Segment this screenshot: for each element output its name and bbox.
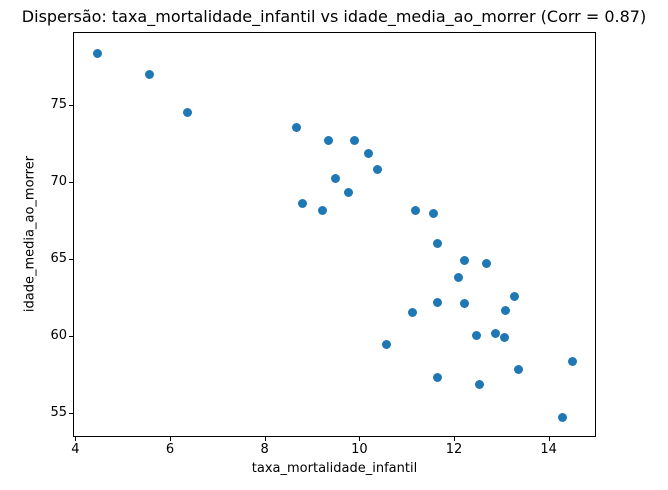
data-point [460,298,470,308]
x-tick-label: 14 [540,442,557,457]
x-axis-label: taxa_mortalidade_infantil [251,461,418,476]
x-tick-mark [75,437,77,441]
data-point [428,209,438,219]
chart-title: Dispersão: taxa_mortalidade_infantil vs … [21,7,647,26]
x-tick-mark [359,437,361,441]
y-tick-mark [69,259,73,261]
data-point [410,206,420,216]
data-point [513,364,523,374]
data-point [453,272,463,282]
data-point [491,328,501,338]
data-point [433,238,443,248]
x-tick-mark [264,437,266,441]
data-point [509,291,519,301]
data-point [363,149,373,159]
data-point [350,136,360,146]
data-point [291,123,301,133]
plot-area [73,32,596,437]
y-tick-label: 65 [50,251,67,267]
y-tick-label: 60 [50,328,67,344]
data-point [460,255,470,265]
data-point [474,379,484,389]
data-point [343,187,353,197]
data-point [500,333,510,343]
y-tick-label: 70 [50,174,67,190]
x-tick-label: 6 [165,442,175,457]
x-tick-label: 8 [260,442,269,457]
data-point [373,164,383,174]
y-tick-mark [69,105,73,107]
data-point [330,174,340,184]
data-point [182,107,192,117]
x-tick-label: 10 [351,442,368,457]
data-point [317,206,327,216]
data-point [557,413,567,423]
y-tick-label: 75 [50,97,67,113]
data-point [407,307,417,317]
y-tick-mark [69,182,73,184]
data-point [481,258,491,268]
y-tick-mark [69,413,73,415]
x-tick-mark [548,437,550,441]
data-point [298,198,308,208]
x-tick-label: 12 [445,442,463,457]
data-point [382,340,392,350]
data-point [323,136,333,146]
data-point [567,357,577,367]
y-tick-label: 55 [50,405,67,421]
data-point [501,305,511,315]
data-point [472,331,482,341]
x-tick-mark [454,437,455,441]
x-tick-label: 4 [71,442,80,457]
data-point [144,70,154,80]
y-tick-mark [69,336,73,338]
data-point [432,297,442,307]
x-tick-mark [170,437,172,441]
data-point [93,49,103,59]
data-point [432,372,442,382]
